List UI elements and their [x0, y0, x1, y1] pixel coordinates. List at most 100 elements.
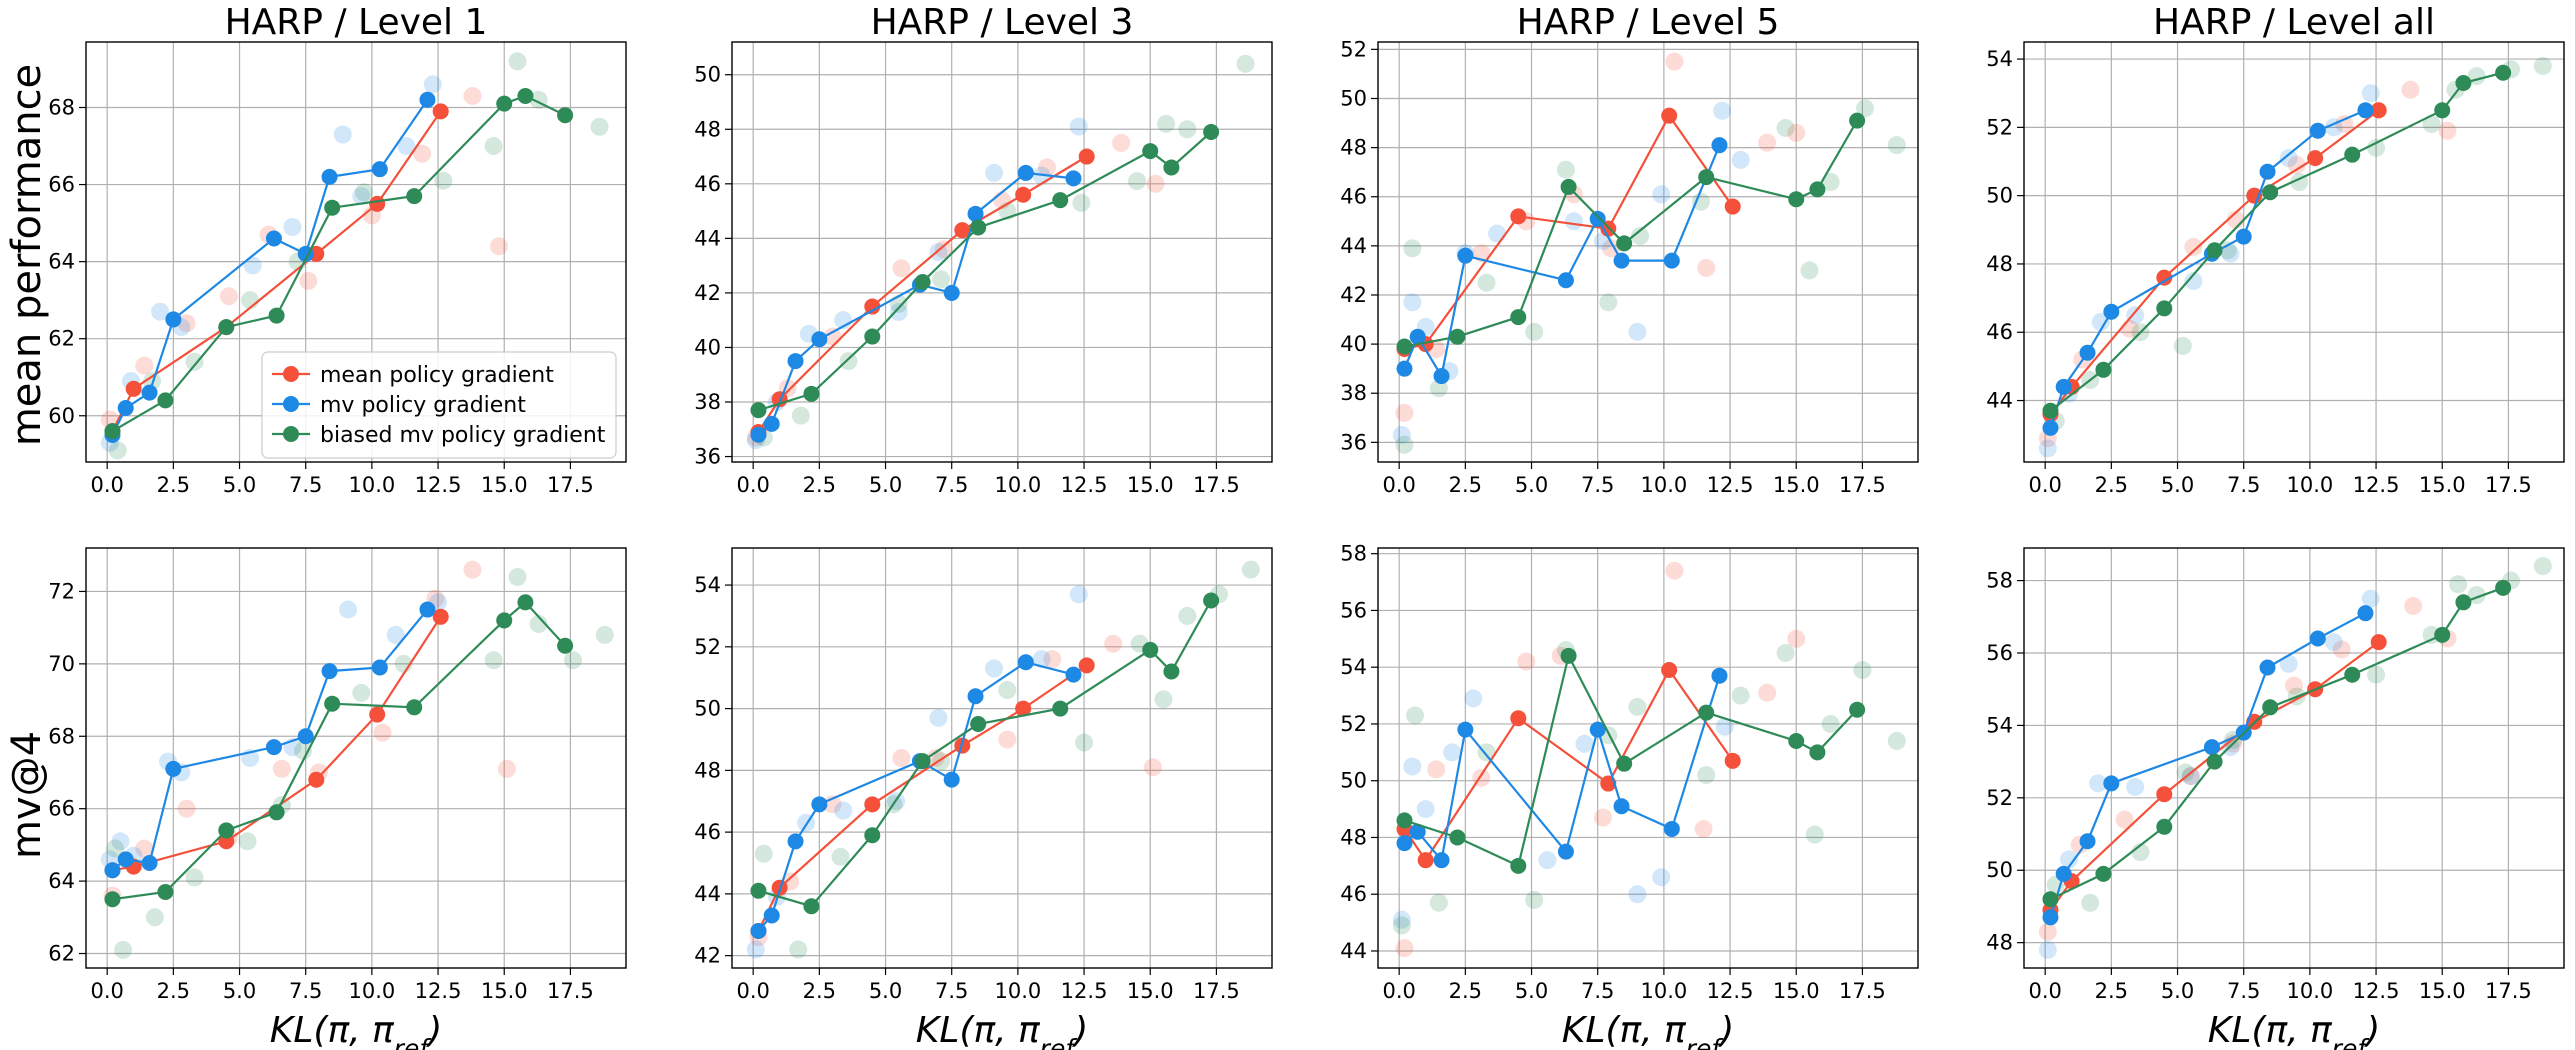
series-point-mv [1457, 721, 1474, 738]
y-tick-label: 54 [1986, 47, 2013, 71]
scatter-point-mean [489, 237, 508, 256]
x-tick-label: 5.0 [223, 979, 256, 1003]
y-tick-label: 52 [1340, 37, 1367, 61]
series-point-biased [1849, 701, 1866, 718]
scatter-point-mv [889, 303, 908, 321]
series-point-mv [265, 230, 282, 247]
scatter-point-biased [1154, 690, 1173, 709]
scatter-point-biased [1395, 435, 1414, 454]
scatter-point-mv [2279, 654, 2298, 673]
scatter-point-biased [839, 352, 858, 371]
scatter-point-biased [1821, 173, 1840, 191]
y-tick-label: 58 [1986, 569, 2013, 593]
series-point-mv [1557, 272, 1574, 289]
series-point-biased [1616, 235, 1633, 252]
x-tick-label: 15.0 [2419, 473, 2466, 497]
series-point-mean [1015, 700, 1032, 717]
x-tick-label: 10.0 [2286, 979, 2333, 1003]
x-tick-label: 12.5 [1061, 979, 1108, 1003]
scatter-point-mv [1392, 425, 1411, 444]
series-point-biased [750, 402, 767, 419]
scatter-point-biased [1075, 733, 1094, 752]
series-point-mean [1417, 852, 1434, 869]
series-point-biased [496, 612, 513, 629]
series-point-mv [763, 907, 780, 924]
x-tick-label: 12.5 [415, 473, 462, 497]
scatter-point-biased [1392, 916, 1411, 935]
series-point-biased [2156, 818, 2173, 835]
scatter-point-biased [2533, 56, 2552, 75]
scatter-point-mv [834, 801, 853, 820]
series-point-mean [1078, 148, 1095, 165]
series-point-mv [2103, 775, 2120, 792]
series-point-mv [1017, 164, 1034, 181]
scatter-point-mv [2060, 850, 2078, 869]
series-point-biased [2455, 594, 2472, 611]
x-tick-label: 12.5 [2353, 979, 2400, 1003]
series-point-biased [104, 423, 121, 440]
scatter-point-mean [2038, 922, 2057, 941]
scatter-point-mean [892, 259, 911, 278]
scatter-point-biased [1599, 293, 1618, 312]
scatter-point-biased [595, 625, 614, 644]
series-point-mv [321, 663, 338, 680]
scatter-point-mean [2115, 810, 2134, 829]
y-tick-label: 48 [1986, 931, 2013, 955]
scatter-point-mv [352, 187, 371, 206]
series-point-mv [787, 833, 804, 850]
y-tick-label: 66 [48, 173, 75, 197]
scatter-point-biased [2533, 557, 2552, 576]
scatter-point-mean [2285, 676, 2303, 695]
scatter-point-mv [1575, 734, 1594, 753]
series-point-biased [1449, 829, 1466, 846]
y-tick-label: 50 [1340, 86, 1367, 110]
series-point-mv [811, 796, 828, 813]
y-tick-label: 72 [48, 579, 75, 603]
scatter-point-mean [1427, 760, 1446, 779]
scatter-point-mean [1038, 158, 1056, 177]
scatter-point-mv [333, 125, 352, 144]
scatter-point-biased [1406, 706, 1425, 725]
scatter-point-mv [1564, 212, 1583, 231]
series-point-biased [1510, 857, 1527, 874]
scatter-point-mv [2089, 774, 2108, 793]
x-tick-label: 12.5 [1707, 473, 1754, 497]
scatter-point-mean [1395, 403, 1414, 422]
scatter-point-mean [926, 749, 945, 767]
y-tick-label: 66 [48, 797, 75, 821]
y-tick-label: 52 [1340, 712, 1367, 736]
series-point-biased [496, 95, 513, 112]
y-tick-label: 40 [1340, 332, 1367, 356]
series-point-biased [517, 87, 534, 104]
series-point-mv [141, 855, 158, 871]
scatter-point-biased [1128, 172, 1146, 191]
x-tick-label: 10.0 [994, 473, 1041, 497]
scatter-point-biased [1731, 686, 1750, 705]
scatter-point-mv [985, 659, 1004, 678]
scatter-point-mean [1694, 819, 1713, 838]
scatter-point-biased [484, 137, 503, 156]
x-tick-label: 0.0 [2028, 473, 2061, 497]
scatter-point-biased [185, 352, 204, 371]
series-point-mv [2203, 739, 2220, 756]
scatter-point-biased [529, 615, 548, 634]
plot-area [732, 548, 1272, 968]
scatter-point-biased [1525, 322, 1544, 341]
series-point-biased [1142, 143, 1159, 160]
scatter-point-biased [484, 651, 503, 670]
scatter-point-mean [135, 839, 154, 858]
series-point-biased [324, 695, 341, 712]
scatter-point-biased [1887, 731, 1906, 750]
scatter-point-mv [1715, 717, 1734, 736]
scatter-point-mv [386, 625, 405, 644]
series-point-biased [803, 898, 820, 915]
scatter-point-mean [934, 240, 953, 259]
series-point-mean [369, 195, 386, 212]
series-point-mv [165, 311, 182, 328]
series-point-mv [2357, 102, 2374, 119]
series-point-mean [1510, 710, 1527, 727]
x-axis-label: KL(π, πref) [2208, 1010, 2380, 1050]
scatter-point-mv [1628, 322, 1647, 341]
series-point-biased [517, 594, 534, 611]
series-point-biased [268, 307, 285, 324]
